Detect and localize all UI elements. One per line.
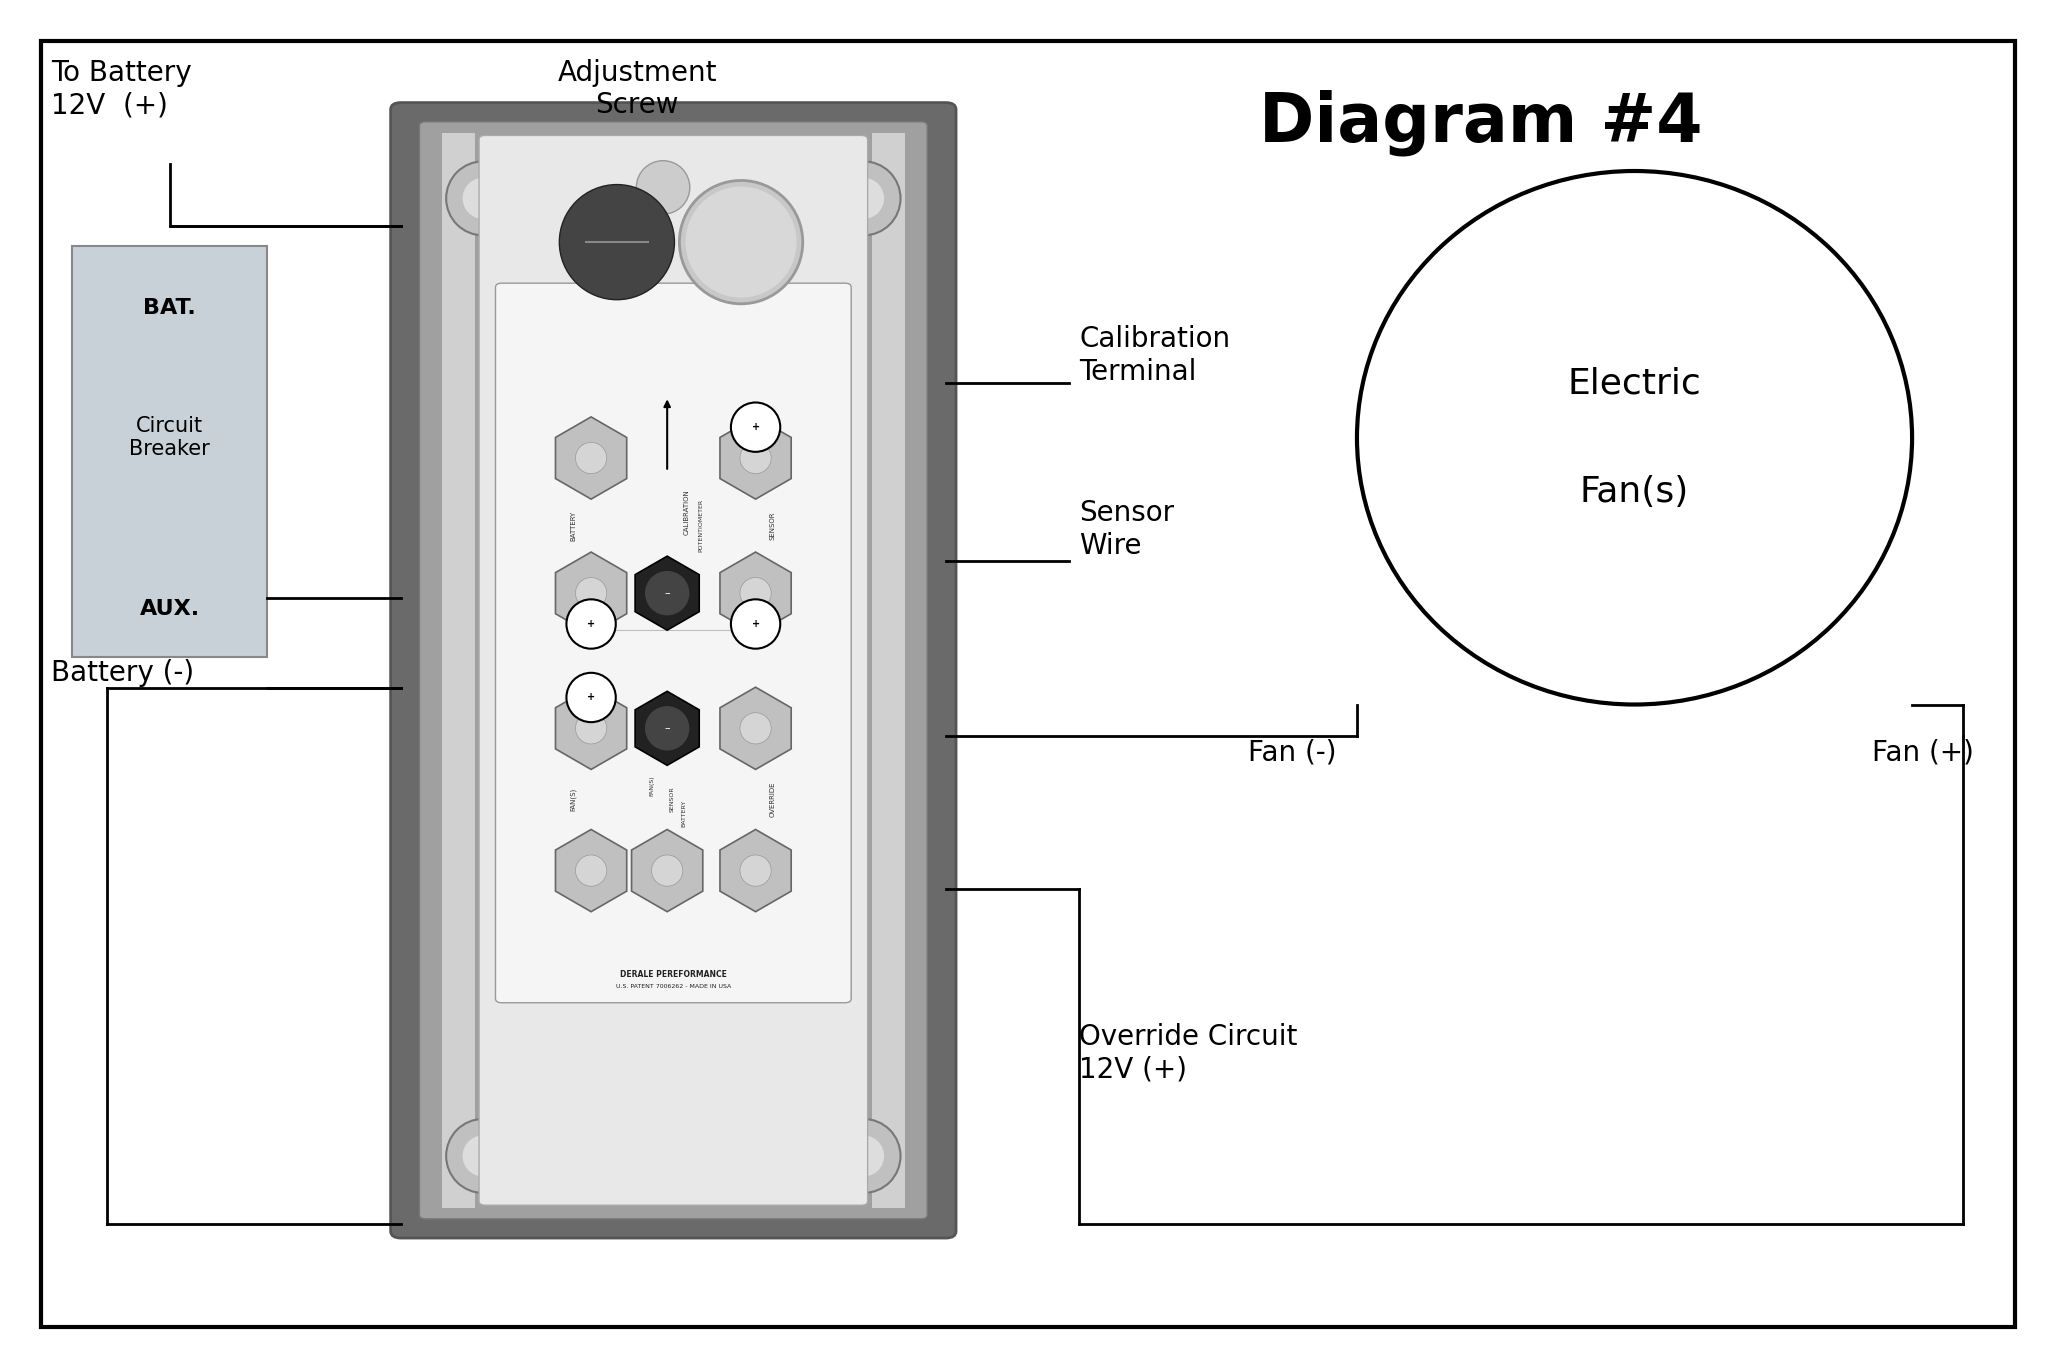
- Text: –: –: [664, 724, 670, 733]
- FancyBboxPatch shape: [419, 122, 927, 1219]
- Text: –: –: [664, 588, 670, 598]
- Text: Electric: Electric: [1567, 367, 1702, 399]
- FancyBboxPatch shape: [479, 135, 868, 1205]
- FancyBboxPatch shape: [442, 133, 475, 1208]
- Ellipse shape: [740, 577, 771, 609]
- Text: U.S. PATENT 7006262 - MADE IN USA: U.S. PATENT 7006262 - MADE IN USA: [615, 984, 732, 989]
- Ellipse shape: [646, 706, 689, 751]
- Ellipse shape: [1357, 171, 1912, 705]
- Ellipse shape: [565, 673, 617, 722]
- Polygon shape: [720, 417, 792, 499]
- Text: SENSOR: SENSOR: [769, 512, 775, 540]
- Text: BAT.: BAT.: [144, 298, 195, 317]
- Text: BATTERY: BATTERY: [683, 799, 687, 826]
- Text: DERALE PEREFORMANCE: DERALE PEREFORMANCE: [621, 970, 726, 978]
- Polygon shape: [555, 687, 627, 769]
- Text: Fan(s): Fan(s): [1579, 476, 1690, 509]
- Ellipse shape: [463, 178, 504, 219]
- FancyBboxPatch shape: [391, 103, 956, 1238]
- Text: Fan (+): Fan (+): [1871, 739, 1974, 766]
- Ellipse shape: [576, 442, 607, 473]
- Text: FAN(S): FAN(S): [650, 776, 654, 796]
- Ellipse shape: [843, 1135, 884, 1176]
- Ellipse shape: [843, 178, 884, 219]
- Text: SENSOR: SENSOR: [670, 787, 674, 813]
- Polygon shape: [635, 557, 699, 631]
- FancyBboxPatch shape: [41, 41, 2015, 1327]
- Ellipse shape: [463, 1135, 504, 1176]
- Polygon shape: [555, 553, 627, 635]
- Text: Battery (-): Battery (-): [51, 659, 195, 687]
- Text: Calibration
Terminal: Calibration Terminal: [1079, 326, 1232, 386]
- Ellipse shape: [565, 599, 617, 648]
- Text: POTENTIOMETER: POTENTIOMETER: [699, 499, 703, 553]
- Polygon shape: [720, 687, 792, 769]
- Polygon shape: [635, 691, 699, 765]
- Ellipse shape: [732, 599, 781, 648]
- Ellipse shape: [827, 1119, 901, 1193]
- Ellipse shape: [576, 577, 607, 609]
- Ellipse shape: [446, 1119, 520, 1193]
- Ellipse shape: [652, 855, 683, 886]
- Text: Diagram #4: Diagram #4: [1258, 90, 1702, 156]
- Polygon shape: [555, 417, 627, 499]
- Text: Fan (-): Fan (-): [1248, 739, 1336, 766]
- Ellipse shape: [827, 161, 901, 235]
- Text: Sensor
Wire: Sensor Wire: [1079, 499, 1174, 560]
- Ellipse shape: [637, 160, 691, 215]
- Text: CALIBRATION: CALIBRATION: [683, 488, 689, 535]
- Ellipse shape: [740, 442, 771, 473]
- Text: OVERRIDE: OVERRIDE: [769, 781, 775, 817]
- Ellipse shape: [576, 855, 607, 886]
- Text: AUX.: AUX.: [140, 599, 199, 618]
- Text: +: +: [588, 692, 594, 703]
- Ellipse shape: [446, 161, 520, 235]
- Ellipse shape: [732, 402, 781, 451]
- Ellipse shape: [576, 713, 607, 744]
- Ellipse shape: [646, 570, 689, 616]
- Text: To Battery
12V  (+): To Battery 12V (+): [51, 59, 191, 119]
- Text: +: +: [752, 618, 759, 629]
- FancyBboxPatch shape: [495, 283, 851, 1003]
- Text: FAN(S): FAN(S): [570, 788, 576, 811]
- Text: +: +: [588, 618, 594, 629]
- Ellipse shape: [678, 181, 802, 304]
- Ellipse shape: [559, 185, 674, 300]
- Polygon shape: [720, 553, 792, 635]
- Ellipse shape: [685, 186, 796, 298]
- Ellipse shape: [740, 713, 771, 744]
- FancyBboxPatch shape: [72, 246, 267, 657]
- Polygon shape: [631, 829, 703, 911]
- Polygon shape: [555, 829, 627, 911]
- FancyBboxPatch shape: [872, 133, 905, 1208]
- Text: Override Circuit
12V (+): Override Circuit 12V (+): [1079, 1023, 1297, 1083]
- Polygon shape: [720, 829, 792, 911]
- Text: Adjustment
Screw: Adjustment Screw: [557, 59, 718, 119]
- Text: Circuit
Breaker: Circuit Breaker: [130, 416, 210, 460]
- Text: +: +: [752, 423, 759, 432]
- Text: BATTERY: BATTERY: [572, 510, 576, 540]
- Ellipse shape: [740, 855, 771, 886]
